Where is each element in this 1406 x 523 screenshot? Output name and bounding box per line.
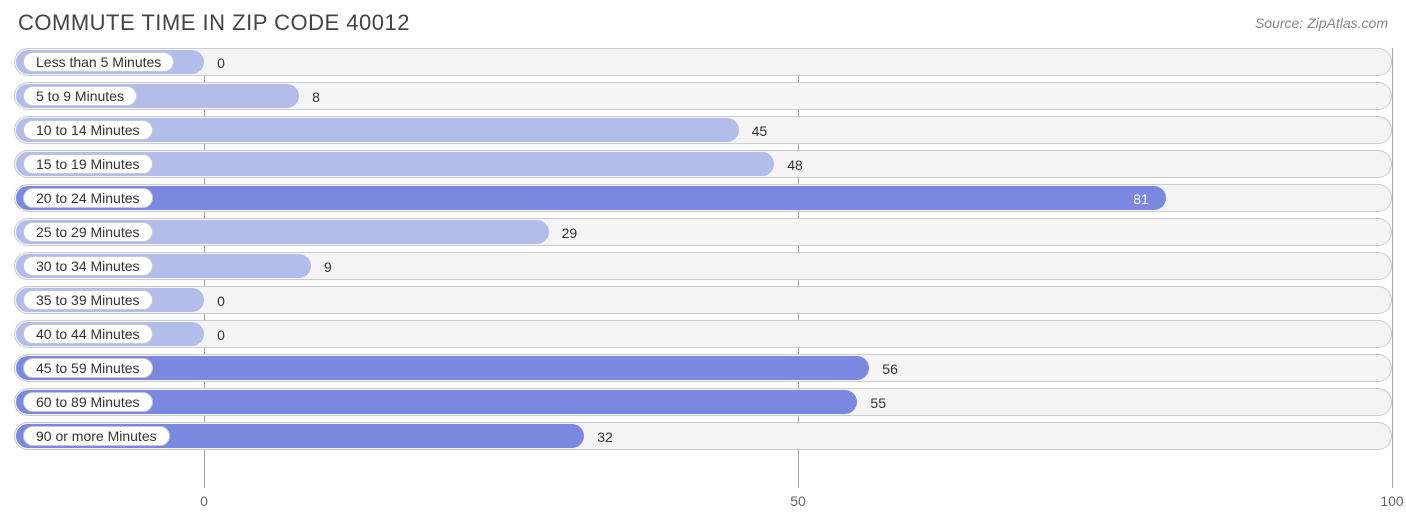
x-axis-tick: 0 (200, 493, 208, 509)
bar-value-label: 56 (882, 355, 898, 383)
bar-category-label: 40 to 44 Minutes (23, 324, 153, 344)
bar-category-label: 10 to 14 Minutes (23, 120, 153, 140)
bar-row: Less than 5 Minutes 0 (14, 48, 1392, 76)
bar-category-label: 30 to 34 Minutes (23, 256, 153, 276)
bar-value-label: 0 (217, 49, 225, 77)
bar-category-label: 60 to 89 Minutes (23, 392, 153, 412)
bar-category-label: 5 to 9 Minutes (23, 86, 137, 106)
bar-row: 45 to 59 Minutes 56 (14, 354, 1392, 382)
bar-row: 20 to 24 Minutes 81 (14, 184, 1392, 212)
x-axis: 050100 (14, 493, 1392, 517)
chart-header: COMMUTE TIME IN ZIP CODE 40012 Source: Z… (14, 0, 1392, 40)
bar-value-label: 32 (597, 423, 613, 451)
bar-category-label: 90 or more Minutes (23, 426, 170, 446)
bar-value-label: 29 (562, 219, 578, 247)
bar-category-label: 15 to 19 Minutes (23, 154, 153, 174)
bar-value-label: 9 (324, 253, 332, 281)
bar-value-label: 48 (787, 151, 803, 179)
bar-row: 15 to 19 Minutes 48 (14, 150, 1392, 178)
bar-row: 5 to 9 Minutes 8 (14, 82, 1392, 110)
bar-value-label: 81 (1133, 185, 1149, 213)
x-axis-tick: 100 (1380, 493, 1403, 509)
bar-row: 25 to 29 Minutes 29 (14, 218, 1392, 246)
bar-category-label: Less than 5 Minutes (23, 52, 174, 72)
bar-category-label: 35 to 39 Minutes (23, 290, 153, 310)
bar-row: 35 to 39 Minutes 0 (14, 286, 1392, 314)
grid-line (1392, 48, 1393, 488)
bar-row: 30 to 34 Minutes 9 (14, 252, 1392, 280)
bar-row: 10 to 14 Minutes 45 (14, 116, 1392, 144)
bar-category-label: 45 to 59 Minutes (23, 358, 153, 378)
bar-value-label: 55 (870, 389, 886, 417)
bar-fill (16, 186, 1166, 210)
bar-row: 60 to 89 Minutes 55 (14, 388, 1392, 416)
bar-row: 90 or more Minutes 32 (14, 422, 1392, 450)
bar-value-label: 0 (217, 321, 225, 349)
bar-value-label: 8 (312, 83, 320, 111)
bar-value-label: 0 (217, 287, 225, 315)
chart-title: COMMUTE TIME IN ZIP CODE 40012 (18, 10, 410, 36)
bar-row: 40 to 44 Minutes 0 (14, 320, 1392, 348)
plot-area: Less than 5 Minutes 0 5 to 9 Minutes 8 10 to… (14, 48, 1392, 488)
bar-category-label: 20 to 24 Minutes (23, 188, 153, 208)
x-axis-tick: 50 (790, 493, 806, 509)
bar-category-label: 25 to 29 Minutes (23, 222, 153, 242)
chart-container: COMMUTE TIME IN ZIP CODE 40012 Source: Z… (14, 0, 1392, 523)
chart-source: Source: ZipAtlas.com (1255, 15, 1388, 31)
bar-value-label: 45 (752, 117, 768, 145)
